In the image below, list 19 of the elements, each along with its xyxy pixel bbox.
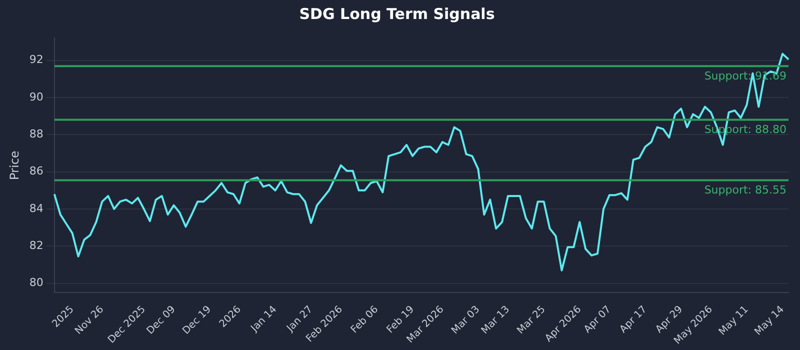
x-tick-label: Apr 17 (618, 304, 650, 336)
x-tick-label: Mar 03 (450, 304, 482, 336)
x-tick-label: Apr 07 (582, 304, 614, 336)
x-tick-label: Feb 06 (349, 304, 381, 336)
x-tick-label: Nov 26 (73, 304, 106, 337)
y-tick-label: 82 (29, 239, 44, 252)
x-tick-label: Jan 14 (248, 304, 280, 335)
y-tick-label: 80 (29, 276, 44, 290)
chart-title: SDG Long Term Signals (299, 4, 495, 23)
y-tick-label: 90 (29, 90, 44, 104)
x-tick-label: Dec 09 (145, 304, 178, 337)
x-tick-label: Dec 19 (180, 304, 214, 337)
ref-line-label: Support: 85.55 (704, 184, 787, 197)
y-tick-label: 88 (29, 128, 44, 141)
y-tick-label: 84 (29, 202, 44, 215)
y-tick-label: 92 (29, 53, 44, 66)
y-axis-title: Price (7, 150, 22, 180)
x-tick-label: Mar 13 (480, 304, 512, 336)
y-tick-label: 86 (29, 164, 44, 178)
